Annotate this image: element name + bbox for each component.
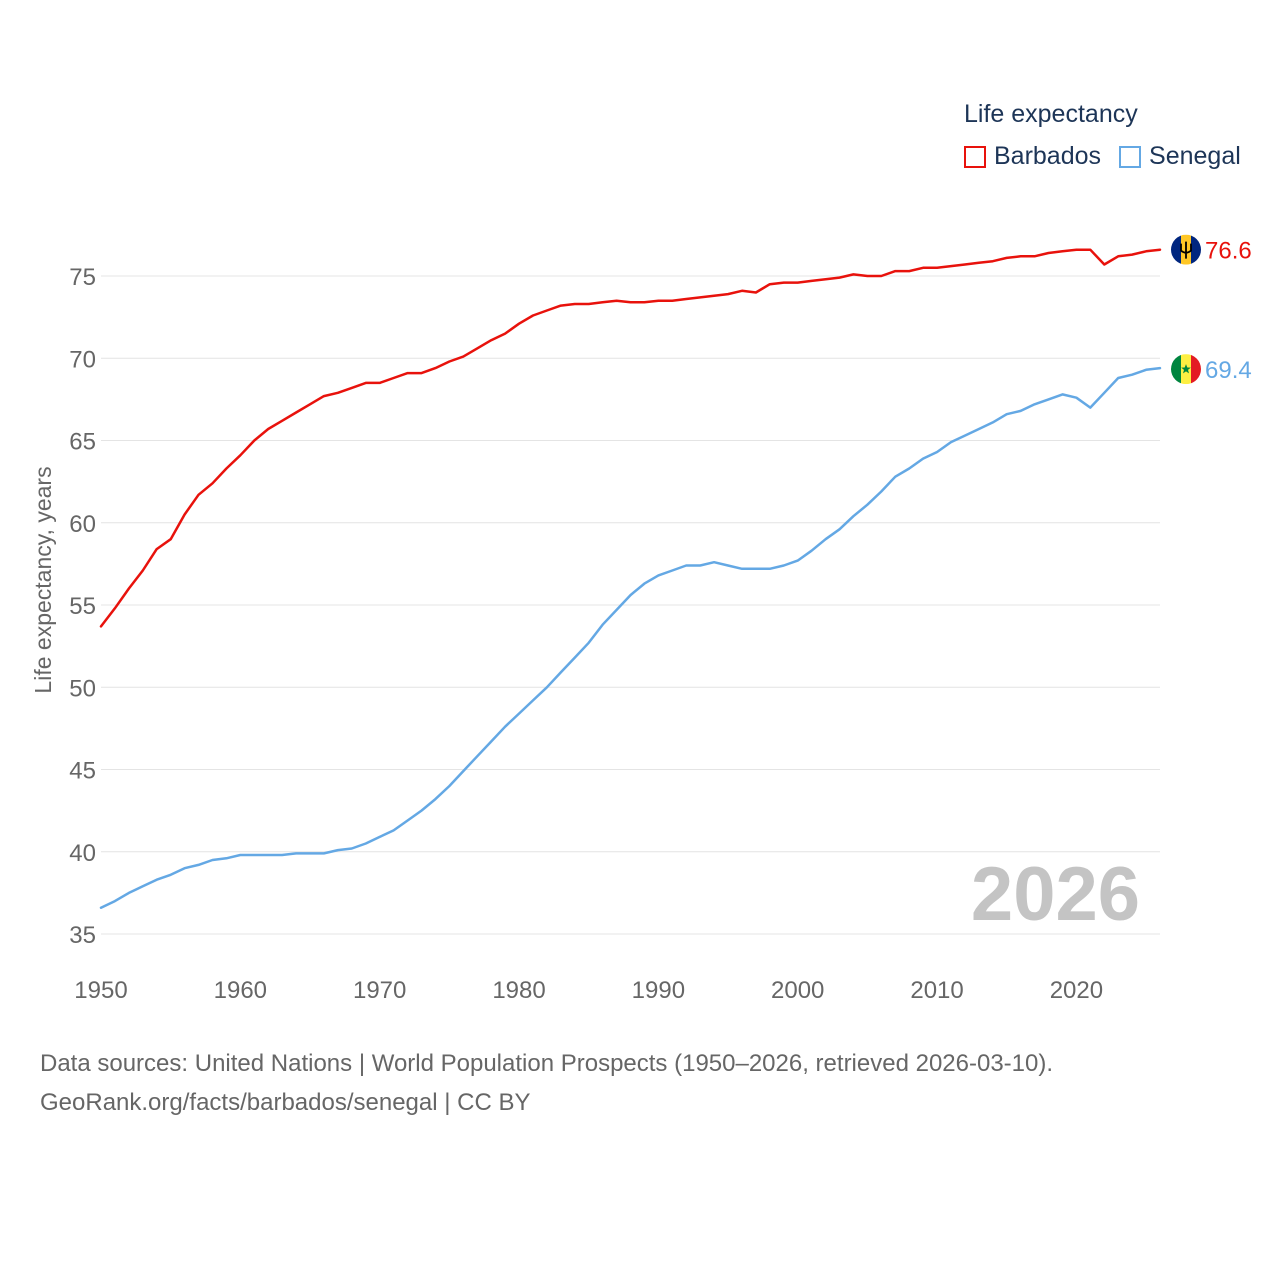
x-tick-label: 2010 — [910, 977, 963, 1004]
legend-item-barbados[interactable]: Barbados — [964, 142, 1101, 171]
x-tick-label: 1990 — [632, 977, 685, 1004]
x-tick-label: 1950 — [74, 977, 127, 1004]
x-tick-label: 1980 — [492, 977, 545, 1004]
y-axis-label: Life expectancy, years — [30, 466, 56, 693]
x-tick-label: 2000 — [771, 977, 824, 1004]
legend-title: Life expectancy — [964, 100, 1138, 128]
y-tick-label: 65 — [69, 429, 96, 456]
series-end-labels: 76.6 69.4 — [1171, 234, 1252, 385]
y-tick-label: 50 — [69, 675, 96, 702]
series-lines — [99, 248, 1162, 909]
x-tick-label: 2020 — [1050, 977, 1103, 1004]
senegal-flag-icon — [1171, 354, 1201, 385]
footer: Data sources: United Nations | World Pop… — [40, 1044, 1053, 1122]
y-tick-label: 55 — [69, 593, 96, 620]
legend-swatch-barbados — [964, 145, 986, 168]
x-tick-label: 1970 — [353, 977, 406, 1004]
gridlines — [101, 275, 1160, 935]
legend-label-senegal: Senegal — [1149, 142, 1241, 170]
y-tick-label: 70 — [69, 346, 96, 373]
y-axis-ticks: 35 40 45 50 55 60 65 70 75 — [69, 264, 96, 949]
y-tick-label: 40 — [69, 840, 96, 867]
end-value-label-barbados: 76.6 — [1205, 238, 1252, 265]
data-sources-text: Data sources: United Nations | World Pop… — [40, 1050, 1054, 1077]
y-tick-label: 75 — [69, 264, 96, 291]
end-value-label-senegal: 69.4 — [1205, 357, 1252, 384]
series-line-senegal — [99, 366, 1162, 909]
legend-swatch-senegal — [1119, 145, 1142, 168]
x-tick-label: 1960 — [214, 977, 267, 1004]
legend[interactable]: Barbados Senegal — [964, 142, 1241, 171]
y-tick-label: 60 — [69, 511, 96, 538]
y-tick-label: 35 — [69, 922, 96, 949]
legend-label-barbados: Barbados — [994, 142, 1102, 170]
legend-item-senegal[interactable]: Senegal — [1119, 142, 1241, 171]
barbados-flag-icon — [1171, 234, 1201, 265]
source-url-text: GeoRank.org/facts/barbados/senegal | CC … — [40, 1089, 531, 1116]
current-year-watermark: 2026 — [971, 852, 1140, 937]
y-tick-label: 45 — [69, 758, 96, 785]
x-axis-ticks: 1950 1960 1970 1980 1990 2000 2010 2020 — [74, 977, 1103, 1004]
series-line-barbados — [99, 248, 1162, 628]
